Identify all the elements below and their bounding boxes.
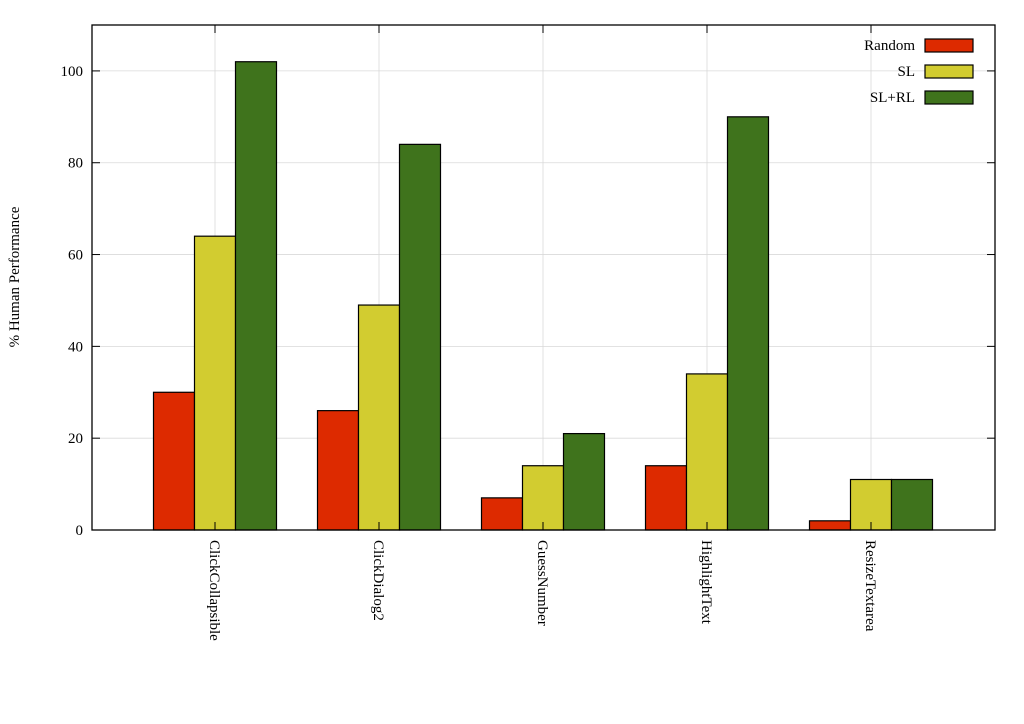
x-tick-label: ClickDialog2 — [370, 540, 386, 621]
bar — [808, 520, 852, 531]
x-tick-label: HighlightText — [698, 540, 714, 625]
y-axis-label: % Human Performance — [7, 206, 23, 347]
bar — [849, 478, 893, 531]
bar — [521, 465, 565, 531]
y-tick-label: 80 — [68, 156, 83, 172]
y-tick-label: 40 — [68, 339, 83, 355]
legend-swatch — [924, 64, 974, 79]
bar — [357, 304, 401, 531]
bar — [234, 61, 278, 531]
bar — [890, 478, 934, 531]
bar — [398, 143, 442, 531]
bar — [644, 465, 688, 531]
legend-label: SL — [897, 64, 915, 80]
legend-swatch — [924, 38, 974, 53]
labels-layer: 0 20 40 60 80 100 ClickCollapsible ClickDialog2… — [61, 64, 879, 641]
bar — [316, 410, 360, 531]
x-tick-label: ResizeTextarea — [862, 540, 878, 632]
legend-label: Random — [864, 38, 915, 54]
x-tick-label: GuessNumber — [534, 540, 550, 626]
y-tick-label: 100 — [61, 64, 84, 80]
bar — [562, 432, 606, 531]
legend: Random SL SL+RL — [864, 38, 974, 106]
y-tick-label: 0 — [76, 523, 84, 539]
x-tick-label: ClickCollapsible — [206, 540, 222, 641]
ticks-layer — [92, 25, 995, 531]
legend-swatch — [924, 90, 974, 105]
bar — [726, 116, 770, 531]
bar — [685, 373, 729, 531]
y-tick-label: 60 — [68, 248, 83, 264]
y-tick-label: 20 — [68, 431, 83, 447]
legend-label: SL+RL — [870, 90, 915, 106]
bar — [152, 391, 196, 531]
bar — [480, 497, 524, 531]
bar — [193, 235, 237, 531]
